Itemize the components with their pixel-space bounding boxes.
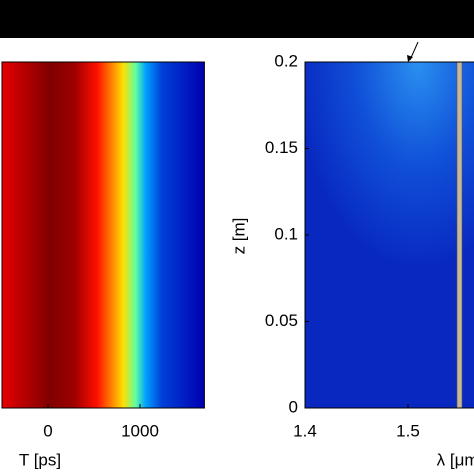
y-tick-label: 0.2 xyxy=(274,51,298,70)
y-axis-label: z [m] xyxy=(229,218,248,255)
y-tick-label: 0 xyxy=(289,397,298,416)
x-axis-label: λ [μm] xyxy=(437,450,474,469)
top-bar xyxy=(0,0,474,38)
spectral-line xyxy=(456,61,463,409)
arrow-head xyxy=(407,55,413,62)
heatmap xyxy=(2,62,205,408)
y-tick-label: 0.15 xyxy=(265,138,298,157)
y-tick-label: 0.1 xyxy=(274,224,298,243)
x-tick-label: 1000 xyxy=(121,421,159,440)
x-tick-label: 0 xyxy=(43,421,52,440)
axes-frame xyxy=(1,61,205,409)
x-tick-label: 1.5 xyxy=(396,421,420,440)
heatmap xyxy=(305,62,474,408)
x-tick-label: 1.4 xyxy=(293,421,317,440)
x-axis-label: T [ps] xyxy=(19,450,61,469)
y-tick-label: 0.05 xyxy=(265,311,298,330)
annotation: MI side xyxy=(405,19,463,38)
